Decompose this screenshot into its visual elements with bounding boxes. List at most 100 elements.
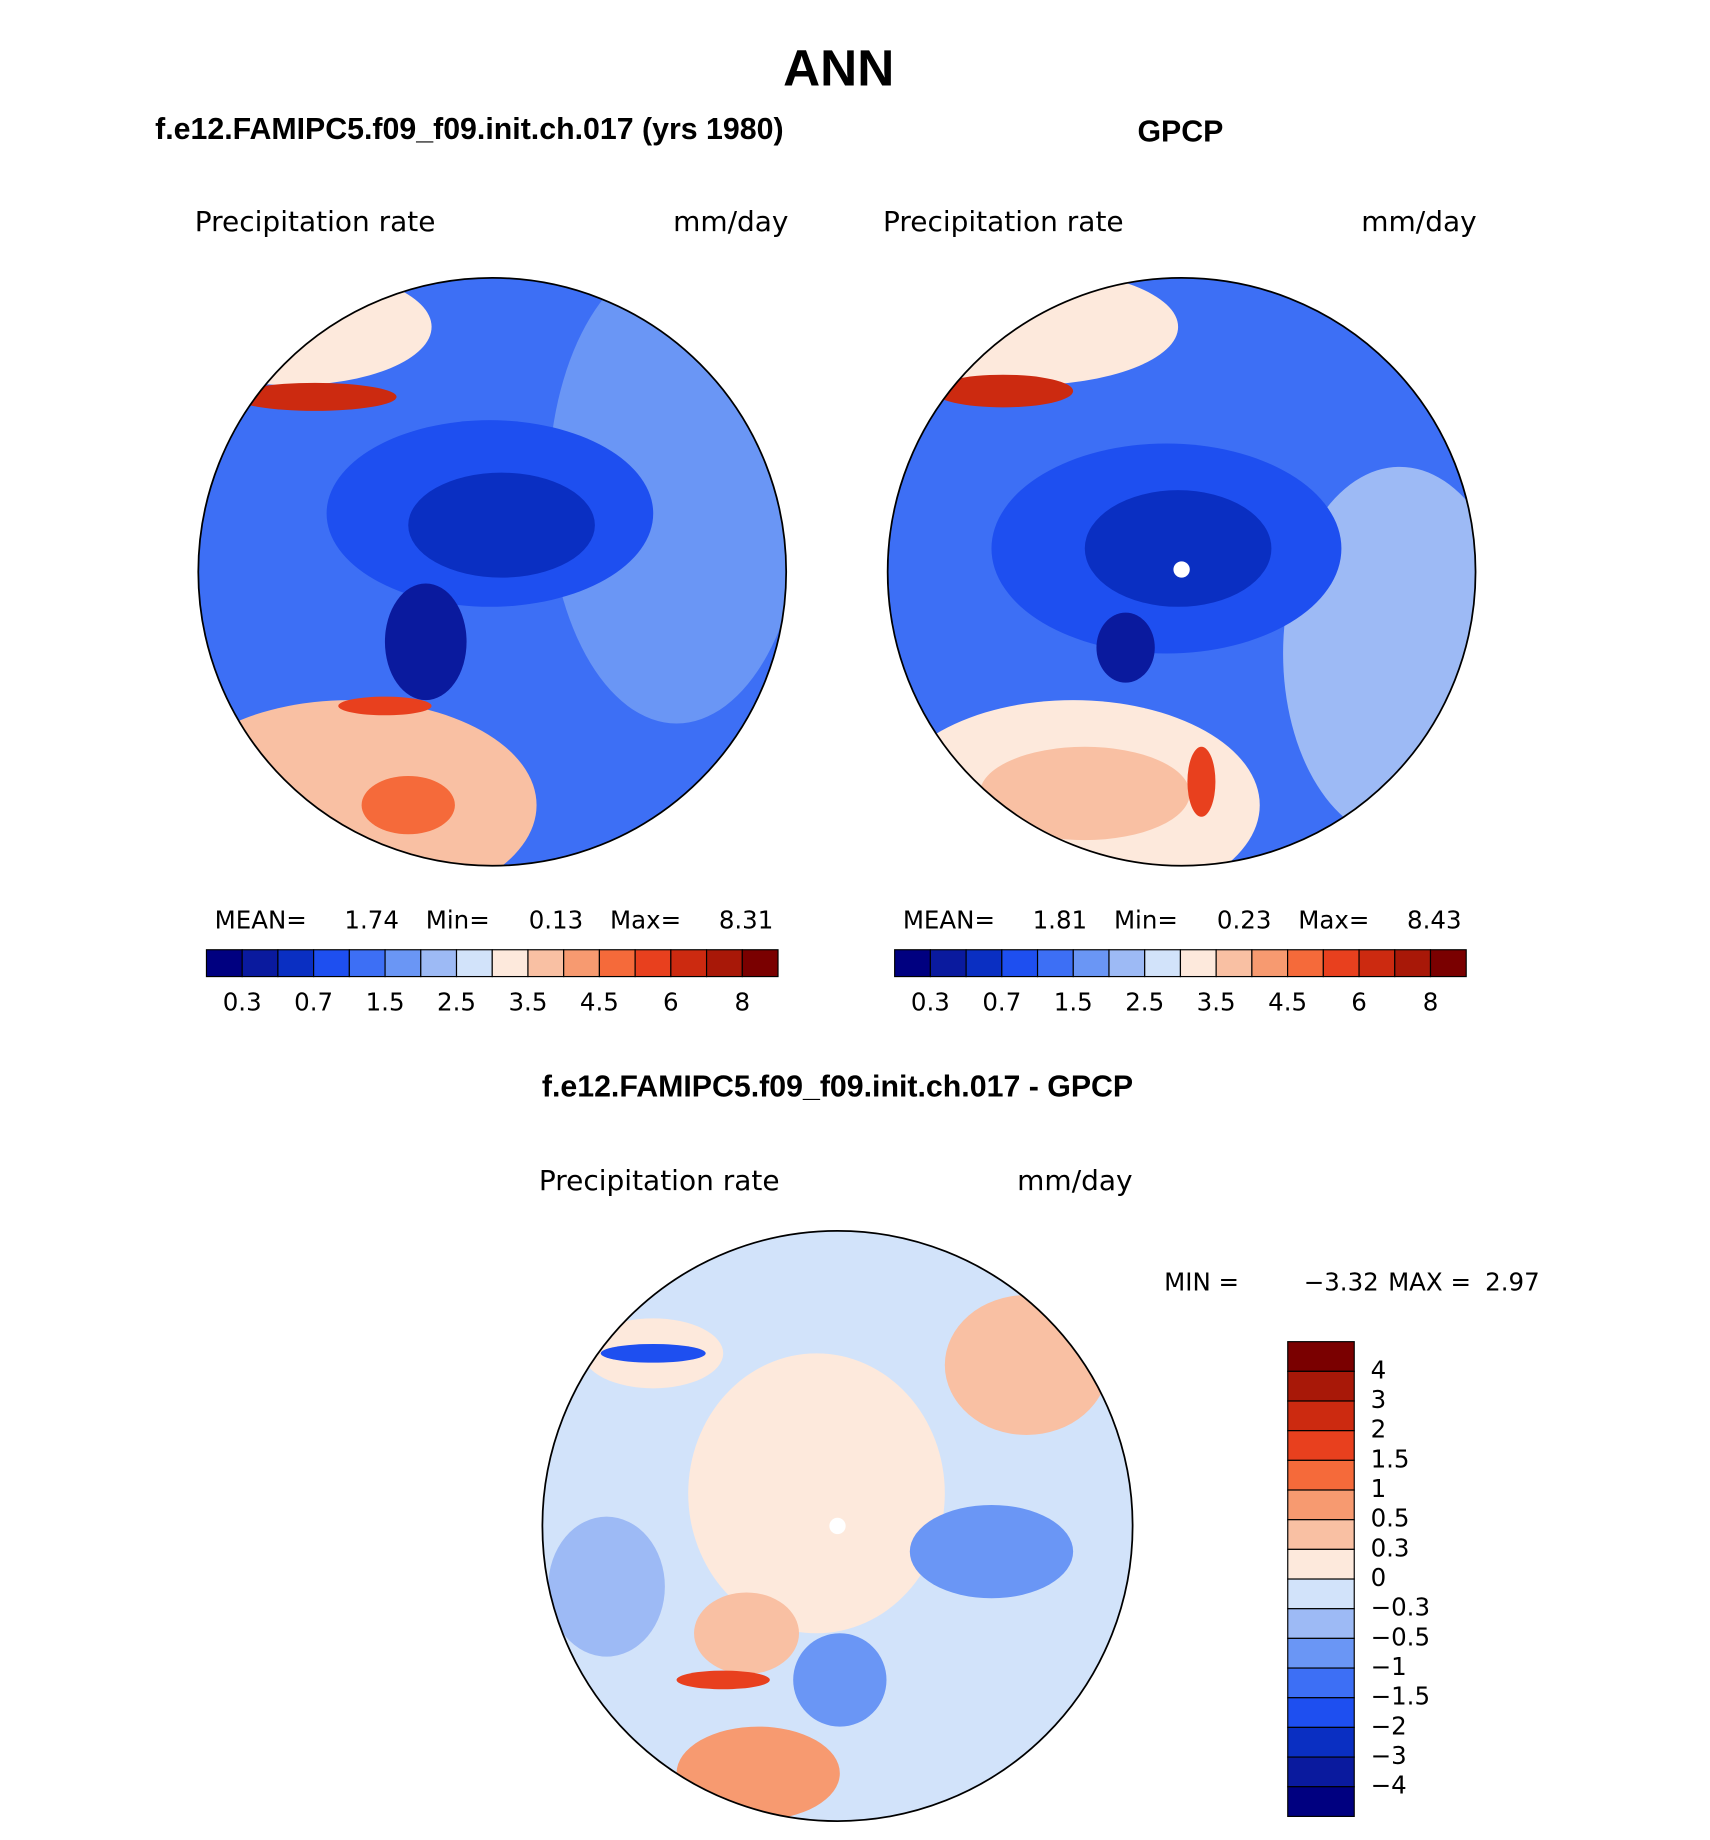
colorbar-label: 1.5 (366, 987, 405, 1016)
colorbar-label: 8 (735, 987, 751, 1016)
stat-label: Max= (1298, 906, 1369, 935)
units: mm/day (1017, 1164, 1132, 1197)
stat-label: Min= (1114, 906, 1178, 935)
colorbar-label: 2.5 (1125, 987, 1164, 1016)
colorbar-box (1322, 949, 1360, 978)
colorbar-label: 2.5 (437, 987, 476, 1016)
colorbar-box (1394, 949, 1432, 978)
stat-value: 0.13 (529, 906, 584, 935)
colorbar-label: 4.5 (580, 987, 619, 1016)
colorbar-label: 1.5 (1054, 987, 1093, 1016)
colorbar-box (1287, 1400, 1355, 1432)
map (542, 1230, 1133, 1822)
stat-label: MEAN= (903, 906, 995, 935)
units: mm/day (1361, 205, 1476, 238)
colorbar-label: 3.5 (508, 987, 547, 1016)
colorbar-label: 8 (1423, 987, 1439, 1016)
map (198, 277, 787, 866)
colorbar-label: 0.5 (1371, 1504, 1410, 1533)
colorbar-box (277, 949, 315, 978)
colorbar-box (1001, 949, 1039, 978)
colorbar-box (1287, 1786, 1355, 1817)
map (887, 277, 1476, 866)
colorbar-box (1287, 1489, 1355, 1521)
colorbar-box (1287, 1370, 1355, 1402)
stat-value: 8.43 (1407, 906, 1462, 935)
map-border (197, 277, 788, 867)
colorbar-box (1287, 1430, 1355, 1461)
colorbar-box (384, 949, 422, 978)
stat-label: MAX = (1388, 1267, 1471, 1296)
colorbar-box (929, 949, 967, 978)
colorbar-box (741, 949, 779, 978)
colorbar-box (894, 949, 931, 978)
panel-title: GPCP (1137, 115, 1223, 148)
colorbar-label: −0.3 (1371, 1593, 1430, 1622)
panel-title: f.e12.FAMIPC5.f09_f09.init.ch.017 (yrs 1… (155, 113, 783, 146)
colorbar-box (1036, 949, 1074, 978)
colorbar-box (1215, 949, 1253, 978)
colorbar-box (1251, 949, 1289, 978)
colorbar-box (1287, 1608, 1355, 1639)
map-border (541, 1229, 1134, 1822)
colorbar-box (1287, 949, 1324, 978)
colorbar-box (1287, 1726, 1355, 1758)
colorbar-box (527, 949, 565, 978)
colorbar-label: −0.5 (1371, 1622, 1430, 1651)
colorbar-box (313, 949, 350, 978)
stat-label: MIN = (1164, 1267, 1239, 1296)
colorbar-label: 1.5 (1371, 1444, 1410, 1473)
colorbar-label: −1.5 (1371, 1682, 1430, 1711)
colorbar-box (348, 949, 386, 978)
variable-name: Precipitation rate (883, 205, 1124, 238)
colorbar-box (491, 949, 529, 978)
colorbar-box (205, 949, 243, 978)
colorbar-label: 1 (1371, 1474, 1387, 1503)
colorbar-label: 2 (1371, 1415, 1387, 1444)
colorbar-box (965, 949, 1003, 978)
variable-name: Precipitation rate (195, 205, 436, 238)
stat-label: Max= (610, 906, 681, 935)
stat-value: 1.74 (344, 906, 399, 935)
colorbar-label: −4 (1371, 1771, 1407, 1800)
colorbar-label: 4.5 (1268, 987, 1307, 1016)
colorbar-label: 0 (1371, 1563, 1387, 1592)
colorbar-label: 0.3 (911, 987, 950, 1016)
colorbar-box (634, 949, 672, 978)
colorbar-box (420, 949, 458, 978)
colorbar-box (241, 949, 279, 978)
colorbar-label: 3.5 (1197, 987, 1236, 1016)
stat-value: 1.81 (1033, 906, 1088, 935)
colorbar-box (1287, 1756, 1355, 1788)
colorbar-box (1287, 1459, 1355, 1491)
colorbar-box (455, 949, 493, 978)
colorbar-box (1287, 1578, 1355, 1610)
colorbar-label: 6 (1351, 987, 1367, 1016)
variable-name: Precipitation rate (539, 1164, 780, 1197)
colorbar-label: −2 (1371, 1711, 1407, 1740)
colorbar-box (1287, 1667, 1355, 1699)
colorbar-label: 6 (663, 987, 679, 1016)
map-border (886, 277, 1477, 867)
colorbar-box (1287, 1341, 1355, 1372)
stat-value: 8.31 (719, 906, 774, 935)
figure-title: ANN (783, 39, 894, 96)
colorbar-box (1429, 949, 1467, 978)
colorbar-box (1144, 949, 1182, 978)
colorbar-label: 3 (1371, 1385, 1387, 1414)
colorbar-box (598, 949, 636, 978)
stat-label: MEAN= (215, 906, 307, 935)
colorbar-label: −1 (1371, 1652, 1407, 1681)
units: mm/day (673, 205, 788, 238)
colorbar-label: 4 (1371, 1355, 1387, 1384)
colorbar-box (1358, 949, 1396, 978)
colorbar-box (1179, 949, 1217, 978)
panel-title: f.e12.FAMIPC5.f09_f09.init.ch.017 - GPCP (542, 1071, 1133, 1104)
colorbar-label: 0.7 (294, 987, 333, 1016)
colorbar-box (1287, 1697, 1355, 1728)
colorbar-label: 0.3 (1371, 1533, 1410, 1562)
stat-value: 2.97 (1485, 1267, 1540, 1296)
colorbar-box (705, 949, 743, 978)
colorbar-box (563, 949, 600, 978)
